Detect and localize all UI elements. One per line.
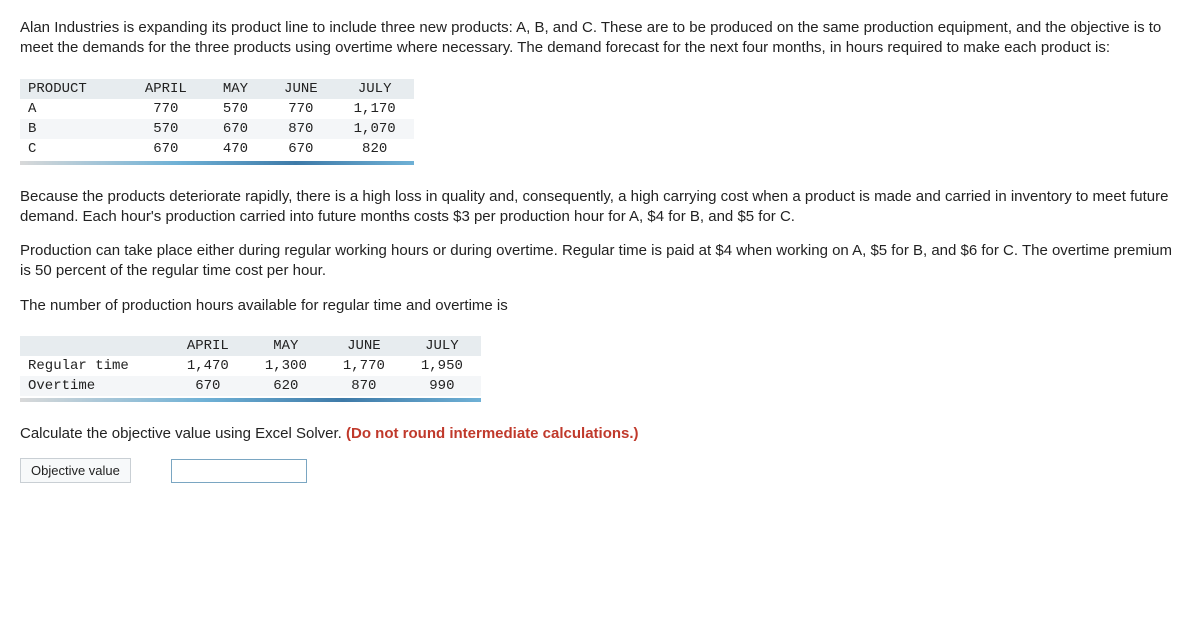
problem-intro: Alan Industries is expanding its product… xyxy=(20,18,1180,59)
instruction-text: Calculate the objective value using Exce… xyxy=(20,425,346,442)
table-header-row: APRIL MAY JUNE JULY xyxy=(20,336,481,356)
objective-value-input[interactable] xyxy=(171,459,307,483)
table-row: A 770 570 770 1,170 xyxy=(20,99,414,119)
col-april: APRIL xyxy=(169,336,247,356)
table-row: Overtime 670 620 870 990 xyxy=(20,376,481,396)
carrying-cost-para: Because the products deteriorate rapidly… xyxy=(20,187,1180,228)
col-may: MAY xyxy=(247,336,325,356)
table-row: B 570 670 870 1,070 xyxy=(20,119,414,139)
table-row: C 670 470 670 820 xyxy=(20,139,414,159)
col-july: JULY xyxy=(336,79,414,99)
cell: 670 xyxy=(169,376,247,396)
cell: 1,950 xyxy=(403,356,481,376)
cell: A xyxy=(20,99,127,119)
cell: 670 xyxy=(127,139,205,159)
hours-available-para: The number of production hours available… xyxy=(20,296,1180,316)
cell: 1,770 xyxy=(325,356,403,376)
cell: 570 xyxy=(205,99,266,119)
col-july: JULY xyxy=(403,336,481,356)
demand-table-wrap: PRODUCT APRIL MAY JUNE JULY A 770 570 77… xyxy=(20,79,414,165)
objective-value-label: Objective value xyxy=(20,458,131,483)
col-may: MAY xyxy=(205,79,266,99)
col-june: JUNE xyxy=(266,79,336,99)
cell: 670 xyxy=(266,139,336,159)
cell: 620 xyxy=(247,376,325,396)
cell: 870 xyxy=(266,119,336,139)
cell: C xyxy=(20,139,127,159)
cell: 1,170 xyxy=(336,99,414,119)
hours-table: APRIL MAY JUNE JULY Regular time 1,470 1… xyxy=(20,336,481,396)
demand-table: PRODUCT APRIL MAY JUNE JULY A 770 570 77… xyxy=(20,79,414,159)
production-cost-para: Production can take place either during … xyxy=(20,241,1180,282)
instruction-para: Calculate the objective value using Exce… xyxy=(20,424,1180,444)
cell: 770 xyxy=(266,99,336,119)
cell: 470 xyxy=(205,139,266,159)
cell: 990 xyxy=(403,376,481,396)
cell: 1,470 xyxy=(169,356,247,376)
col-blank xyxy=(20,336,169,356)
hours-table-wrap: APRIL MAY JUNE JULY Regular time 1,470 1… xyxy=(20,336,481,402)
cell: 570 xyxy=(127,119,205,139)
cell: 870 xyxy=(325,376,403,396)
table-header-row: PRODUCT APRIL MAY JUNE JULY xyxy=(20,79,414,99)
cell: 670 xyxy=(205,119,266,139)
table-row: Regular time 1,470 1,300 1,770 1,950 xyxy=(20,356,481,376)
answer-row: Objective value xyxy=(20,458,1180,483)
col-april: APRIL xyxy=(127,79,205,99)
cell: B xyxy=(20,119,127,139)
col-june: JUNE xyxy=(325,336,403,356)
cell: 1,300 xyxy=(247,356,325,376)
cell: 820 xyxy=(336,139,414,159)
cell: 1,070 xyxy=(336,119,414,139)
cell: 770 xyxy=(127,99,205,119)
cell: Overtime xyxy=(20,376,169,396)
instruction-warning: (Do not round intermediate calculations.… xyxy=(346,425,639,442)
cell: Regular time xyxy=(20,356,169,376)
col-product: PRODUCT xyxy=(20,79,127,99)
